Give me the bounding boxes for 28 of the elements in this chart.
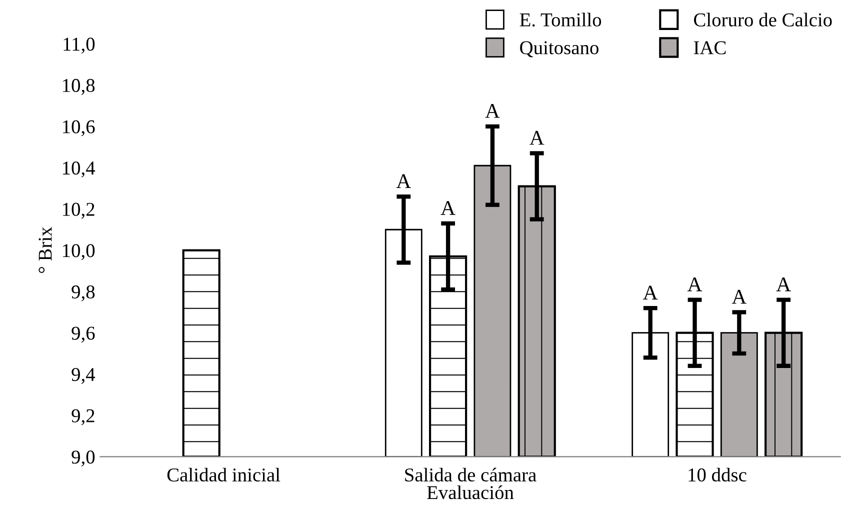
x-axis-title: Evaluación — [427, 485, 514, 500]
y-tick-label: 11,0 — [64, 38, 95, 54]
data-label: A — [440, 201, 456, 215]
legend-label: Cloruro de Calcio — [694, 12, 832, 26]
y-tick-label: 10,0 — [63, 244, 95, 260]
x-tick-label: Calidad inicial — [167, 468, 280, 482]
y-tick-label: 9,6 — [72, 326, 95, 343]
data-label: A — [732, 290, 747, 304]
data-label: A — [687, 277, 702, 292]
data-label: A — [396, 174, 412, 188]
legend-label: Quitosano — [520, 41, 598, 58]
data-label: A — [530, 130, 544, 145]
data-label: A — [776, 277, 791, 292]
legend-label: IAC — [694, 41, 726, 54]
y-tick-label: 10,6 — [63, 120, 95, 136]
x-tick-label: 10 ddsc — [688, 468, 746, 482]
legend-label: E. Tomillo — [520, 12, 602, 27]
data-label: A — [485, 104, 500, 118]
y-tick-label: 9,8 — [72, 285, 95, 302]
y-tick-label: 9,0 — [72, 450, 95, 466]
y-tick-label: 9,4 — [72, 368, 96, 384]
y-tick-label: 9,2 — [72, 409, 94, 426]
y-tick-label: 10,8 — [63, 78, 95, 95]
y-axis-title: ° Brix — [38, 226, 52, 273]
y-tick-label: 10,4 — [63, 162, 96, 178]
x-tick-label: Salida de cámara — [405, 468, 536, 482]
data-label: A — [643, 286, 658, 300]
y-tick-label: 10,2 — [63, 202, 94, 219]
